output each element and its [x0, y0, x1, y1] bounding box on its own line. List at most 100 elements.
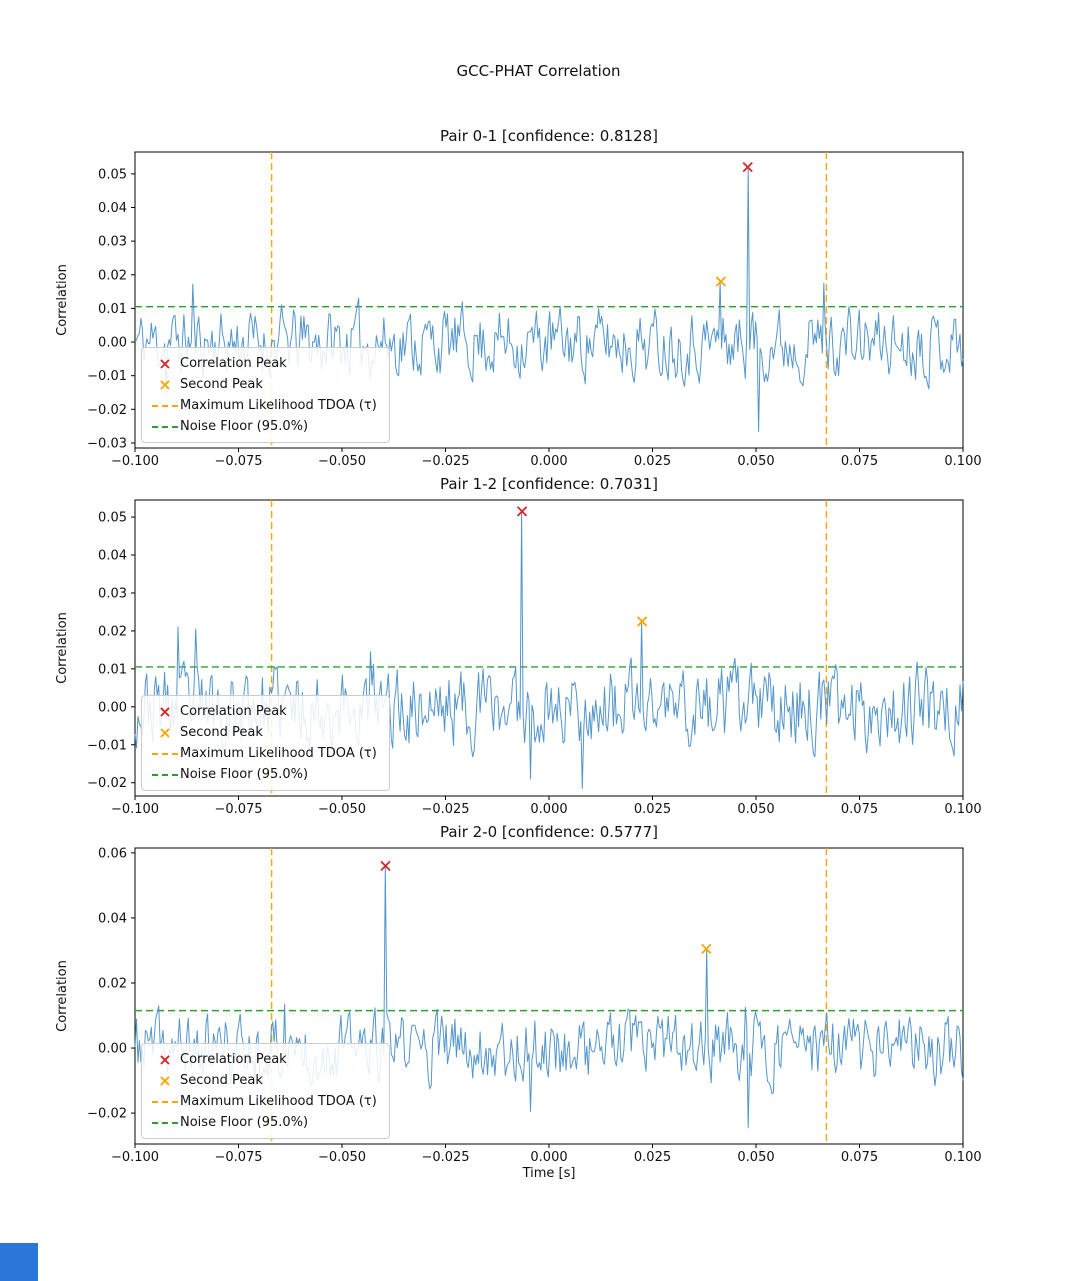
x-tick-label: 0.100: [944, 1150, 981, 1165]
dashed-line-swatch: [152, 1121, 178, 1124]
x-axis-label: Time [s]: [522, 1166, 576, 1181]
x-marker-icon: ×: [158, 374, 172, 394]
correlation-signal-line: [134, 865, 964, 1129]
legend-item: Maximum Likelihood TDOA (τ): [150, 743, 377, 764]
x-tick-label: 0.075: [841, 1150, 878, 1165]
y-tick-label: 0.01: [98, 662, 127, 677]
x-marker-icon: ×: [158, 353, 172, 373]
y-tick-label: 0.00: [98, 1042, 127, 1057]
x-tick-label: −0.050: [318, 454, 366, 469]
y-tick-label: 0.05: [98, 511, 127, 526]
x-tick-label: −0.025: [421, 802, 469, 817]
y-tick-label: 0.02: [98, 268, 127, 283]
x-tick-label: 0.050: [737, 802, 774, 817]
legend-item: Noise Floor (95.0%): [150, 416, 377, 437]
subplot-title-pair-2-0: Pair 2-0 [confidence: 0.5777]: [439, 823, 659, 841]
correlation-signal-line: [134, 510, 964, 789]
figure-title: GCC-PHAT Correlation: [456, 62, 621, 80]
legend-item: × Correlation Peak: [150, 1049, 377, 1070]
y-tick-label: −0.01: [87, 738, 127, 753]
x-tick-label: 0.050: [737, 1150, 774, 1165]
legend-item: × Correlation Peak: [150, 353, 377, 374]
x-tick-label: 0.000: [530, 1150, 567, 1165]
legend-label: Second Peak: [180, 377, 263, 392]
legend-label: Second Peak: [180, 1073, 263, 1088]
legend-item: Maximum Likelihood TDOA (τ): [150, 395, 377, 416]
y-tick-label: 0.04: [98, 911, 127, 926]
correlation-peak-marker: [380, 860, 391, 872]
dashed-line-icon: [150, 752, 180, 755]
plot-axes-pair-1-2: −0.100 −0.075 −0.050 −0.025 0.000 0.025 0.050 0…: [55, 499, 982, 817]
x-tick-label: 0.075: [841, 802, 878, 817]
dashed-line-icon: [150, 1121, 180, 1124]
y-tick-label: 0.00: [98, 336, 127, 351]
subplot-pair-2-0: Pair 2-0 [confidence: 0.5777] −0.100 −0.0…: [0, 821, 1077, 1179]
legend-label: Noise Floor (95.0%): [180, 1115, 309, 1130]
x-marker-icon: ×: [158, 722, 172, 742]
y-tick-label: 0.03: [98, 235, 127, 250]
x-tick-label: −0.100: [111, 454, 159, 469]
legend-label: Maximum Likelihood TDOA (τ): [180, 1094, 377, 1109]
legend-item: × Second Peak: [150, 374, 377, 395]
correlation-peak-marker: [516, 506, 528, 517]
subplot-pair-0-1: Pair 0-1 [confidence: 0.8128] −0.100 −0.0…: [0, 125, 1077, 483]
x-marker-icon: ×: [158, 1070, 172, 1090]
subplot-title-pair-1-2: Pair 1-2 [confidence: 0.7031]: [439, 475, 659, 493]
legend-item: Maximum Likelihood TDOA (τ): [150, 1091, 377, 1112]
legend-pair-0-1: × Correlation Peak × Second Peak Maximum Lik…: [141, 347, 390, 443]
x-marker-icon: ×: [158, 1049, 172, 1069]
y-tick-label: 0.03: [98, 586, 127, 601]
corner-blue-square: [0, 1243, 38, 1281]
legend-label: Correlation Peak: [180, 1052, 287, 1067]
dashed-line-swatch: [152, 425, 178, 428]
legend-label: Noise Floor (95.0%): [180, 767, 309, 782]
x-tick-label: 0.100: [944, 454, 981, 469]
legend-item: Noise Floor (95.0%): [150, 1112, 377, 1133]
y-tick-label: 0.04: [98, 549, 127, 564]
dashed-line-icon: [150, 404, 180, 407]
dashed-line-icon: [150, 773, 180, 776]
legend-label: Second Peak: [180, 725, 263, 740]
legend-label: Maximum Likelihood TDOA (τ): [180, 398, 377, 413]
dashed-line-swatch: [152, 773, 178, 776]
x-tick-label: −0.100: [111, 1150, 159, 1165]
x-tick-label: −0.100: [111, 802, 159, 817]
legend-label: Correlation Peak: [180, 704, 287, 719]
legend-item: × Correlation Peak: [150, 701, 377, 722]
dashed-line-swatch: [152, 1100, 178, 1103]
y-axis-label: Correlation: [55, 612, 70, 684]
x-tick-label: 0.075: [841, 454, 878, 469]
dashed-line-swatch: [152, 752, 178, 755]
y-tick-label: −0.01: [87, 369, 127, 384]
legend-label: Correlation Peak: [180, 356, 287, 371]
y-tick-label: 0.01: [98, 302, 127, 317]
x-tick-label: 0.025: [634, 454, 671, 469]
y-tick-label: 0.02: [98, 624, 127, 639]
subplot-pair-1-2: Pair 1-2 [confidence: 0.7031] −0.100 −0.0…: [0, 473, 1077, 831]
y-tick-label: −0.02: [87, 1107, 127, 1122]
y-tick-label: −0.02: [87, 403, 127, 418]
y-axis-label: Correlation: [55, 264, 70, 336]
y-tick-label: 0.02: [98, 976, 127, 991]
x-tick-label: −0.025: [421, 454, 469, 469]
legend-pair-1-2: × Correlation Peak × Second Peak Maximum Lik…: [141, 695, 390, 791]
second-peak-marker: [715, 276, 726, 287]
x-tick-label: −0.075: [214, 1150, 262, 1165]
y-tick-label: −0.02: [87, 776, 127, 791]
dashed-line-icon: [150, 1100, 180, 1103]
plot-axes-pair-0-1: −0.100 −0.075 −0.050 −0.025 0.000 0.025 0.050 0…: [55, 151, 982, 469]
legend-item: Noise Floor (95.0%): [150, 764, 377, 785]
y-tick-label: 0.00: [98, 700, 127, 715]
dashed-line-icon: [150, 425, 180, 428]
x-tick-label: 0.000: [530, 802, 567, 817]
x-tick-label: 0.025: [634, 1150, 671, 1165]
x-tick-label: 0.050: [737, 454, 774, 469]
legend-item: × Second Peak: [150, 722, 377, 743]
dashed-line-swatch: [152, 404, 178, 407]
correlation-signal-line: [134, 166, 964, 432]
legend-label: Maximum Likelihood TDOA (τ): [180, 746, 377, 761]
legend-label: Noise Floor (95.0%): [180, 419, 309, 434]
plot-axes-pair-2-0: −0.100 −0.075 −0.050 −0.025 0.000 0.025 0.050 0…: [55, 846, 982, 1165]
x-tick-label: −0.075: [214, 454, 262, 469]
second-peak-marker: [701, 943, 712, 954]
